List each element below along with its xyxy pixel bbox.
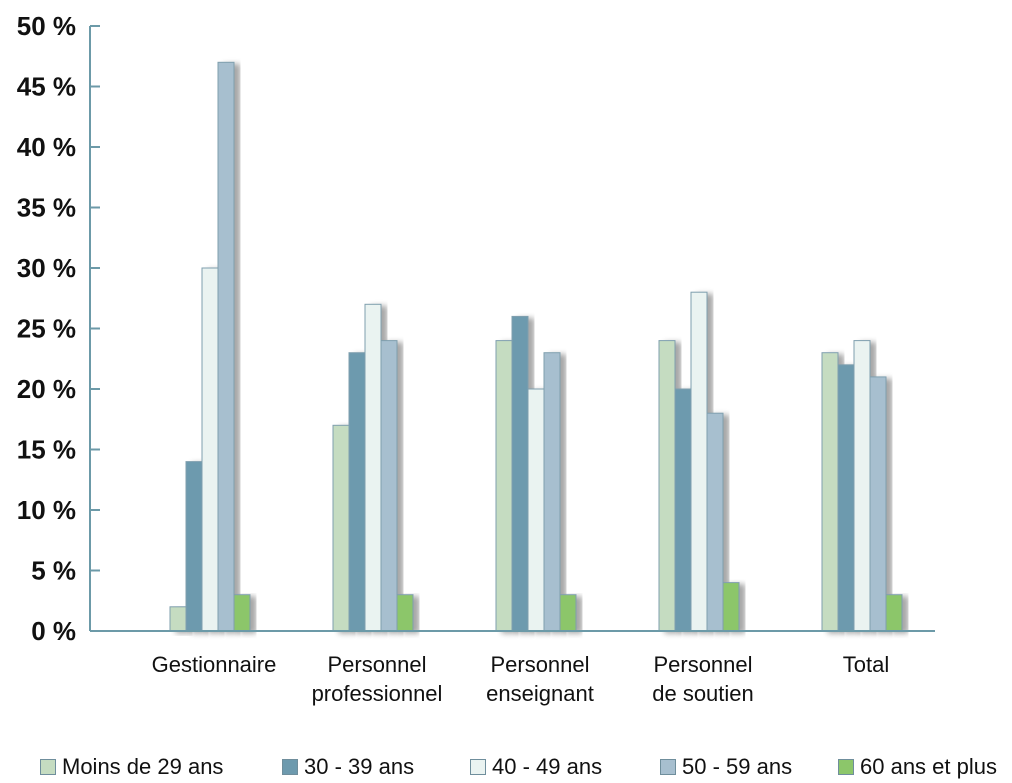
legend-item: Moins de 29 ans bbox=[40, 752, 223, 782]
y-tick-label: 20 % bbox=[17, 374, 76, 404]
category-label-line: Personnel bbox=[653, 652, 752, 677]
bar-1-1 bbox=[348, 352, 366, 632]
bar-3-0 bbox=[658, 340, 676, 632]
y-tick-label: 35 % bbox=[17, 193, 76, 223]
legend-item: 40 - 49 ans bbox=[470, 752, 602, 782]
category-label-line: de soutien bbox=[652, 681, 754, 706]
category-label-line: Total bbox=[843, 652, 889, 677]
bar-4-4 bbox=[885, 594, 903, 632]
y-tick-label: 40 % bbox=[17, 132, 76, 162]
bar-1-3 bbox=[380, 340, 398, 632]
y-tick-label: 0 % bbox=[31, 616, 76, 646]
bar-4-1 bbox=[837, 364, 855, 632]
bar-3-3 bbox=[706, 412, 724, 632]
legend-label: 60 ans et plus bbox=[860, 754, 997, 779]
y-tick-label: 15 % bbox=[17, 435, 76, 465]
bar-3-1 bbox=[674, 388, 692, 632]
category-label-line: enseignant bbox=[486, 681, 594, 706]
bar-2-4 bbox=[559, 594, 577, 632]
bar-2-0 bbox=[495, 340, 513, 632]
legend-swatch bbox=[282, 759, 298, 775]
bar-3-2 bbox=[690, 291, 708, 632]
y-tick-label: 30 % bbox=[17, 253, 76, 283]
legend: Moins de 29 ans 30 - 39 ans 40 - 49 ans 50 … bbox=[0, 752, 1012, 782]
bar-2-3 bbox=[543, 352, 561, 632]
category-labels-layer: Gestionnaire Personnel professionnelPerson… bbox=[152, 652, 890, 706]
legend-label: Moins de 29 ans bbox=[62, 754, 224, 779]
bar-0-2 bbox=[201, 267, 219, 632]
legend-label: 50 - 59 ans bbox=[682, 754, 793, 779]
bar-1-4 bbox=[396, 594, 414, 632]
bar-2-1 bbox=[511, 315, 529, 632]
legend-item: 30 - 39 ans bbox=[282, 752, 414, 782]
category-label-line: Gestionnaire bbox=[152, 652, 277, 677]
category-label: Personnel enseignant bbox=[486, 652, 594, 706]
y-tick-label: 50 % bbox=[17, 11, 76, 41]
bar-3-4 bbox=[722, 582, 740, 632]
category-label-line: professionnel bbox=[312, 681, 443, 706]
category-label-line: Personnel bbox=[490, 652, 589, 677]
bar-4-2 bbox=[853, 340, 871, 632]
category-label: Gestionnaire bbox=[152, 652, 277, 677]
category-label: Total bbox=[843, 652, 889, 677]
category-label: Personnel professionnel bbox=[312, 652, 443, 706]
bar-4-0 bbox=[821, 352, 839, 632]
category-label: Personnel de soutien bbox=[652, 652, 754, 706]
bar-0-3 bbox=[217, 61, 235, 632]
y-tick-label: 25 % bbox=[17, 314, 76, 344]
bar-1-2 bbox=[364, 303, 382, 632]
y-tick-label: 45 % bbox=[17, 72, 76, 102]
y-tick-label: 5 % bbox=[31, 556, 76, 586]
bar-0-4 bbox=[233, 594, 251, 632]
tick-labels-layer: 0 % 5 % 10 % 15 % 20 % 25 % 30 % 35 % 40 % 45 % 50… bbox=[17, 11, 100, 646]
legend-item: 50 - 59 ans bbox=[660, 752, 792, 782]
bar-4-3 bbox=[869, 376, 887, 632]
bar-1-0 bbox=[332, 424, 350, 632]
bar-0-0 bbox=[169, 606, 187, 632]
legend-swatch bbox=[40, 759, 56, 775]
legend-swatch bbox=[470, 759, 486, 775]
legend-label: 40 - 49 ans bbox=[492, 754, 603, 779]
bar-0-1 bbox=[185, 461, 203, 632]
legend-label: 30 - 39 ans bbox=[304, 754, 415, 779]
bars-layer bbox=[169, 61, 903, 632]
bar-2-2 bbox=[527, 388, 545, 632]
bar-chart-plot: 0 % 5 % 10 % 15 % 20 % 25 % 30 % 35 % 40 % 45 % 50… bbox=[17, 11, 935, 706]
legend-swatch bbox=[838, 759, 854, 775]
legend-swatch bbox=[660, 759, 676, 775]
y-tick-label: 10 % bbox=[17, 495, 76, 525]
legend-item: 60 ans et plus bbox=[838, 752, 997, 782]
category-label-line: Personnel bbox=[327, 652, 426, 677]
